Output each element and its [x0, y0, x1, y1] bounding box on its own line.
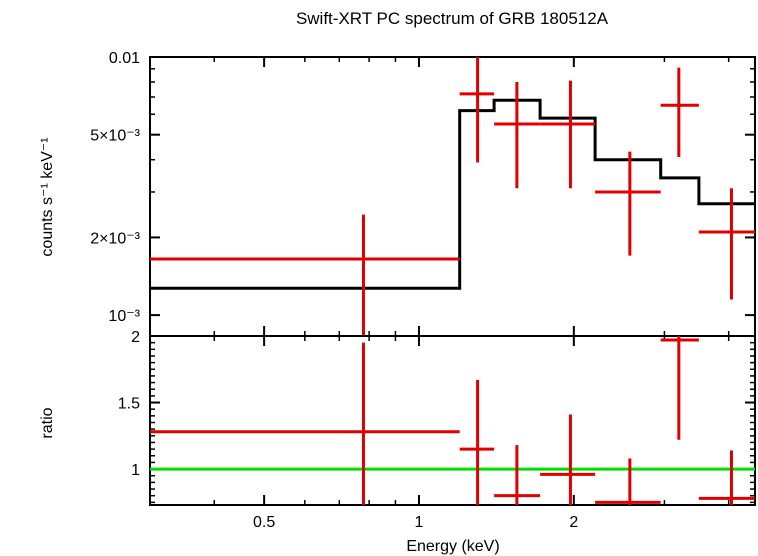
y-tick-label: 5×10⁻³	[90, 128, 140, 145]
y-tick-label: 10⁻³	[108, 308, 140, 325]
y-tick-label: 0.01	[109, 50, 140, 67]
plot-frame	[149, 335, 756, 506]
x-tick-label: 0.5	[253, 514, 275, 531]
x-tick-label: 1	[415, 514, 424, 531]
ratio-panel: 2 1.5 1 0.5 1 2	[118, 329, 756, 531]
chart-title: Swift-XRT PC spectrum of GRB 180512A	[296, 9, 609, 28]
bottom-y-axis-label: ratio	[39, 407, 56, 438]
spectrum-panel: 0.01 5×10⁻³ 2×10⁻³ 10⁻³	[90, 50, 756, 337]
x-axis-label: Energy (keV)	[406, 538, 499, 555]
y-tick-label: 2×10⁻³	[90, 230, 140, 247]
plot-frame	[149, 56, 756, 337]
y-tick-label: 1	[131, 462, 140, 479]
model-step-line	[150, 98, 755, 290]
top-y-axis-label: counts s⁻¹ keV⁻¹	[39, 137, 56, 256]
y-tick-label: 1.5	[118, 396, 140, 413]
y-tick-label: 2	[131, 329, 140, 346]
x-tick-label: 2	[569, 514, 578, 531]
